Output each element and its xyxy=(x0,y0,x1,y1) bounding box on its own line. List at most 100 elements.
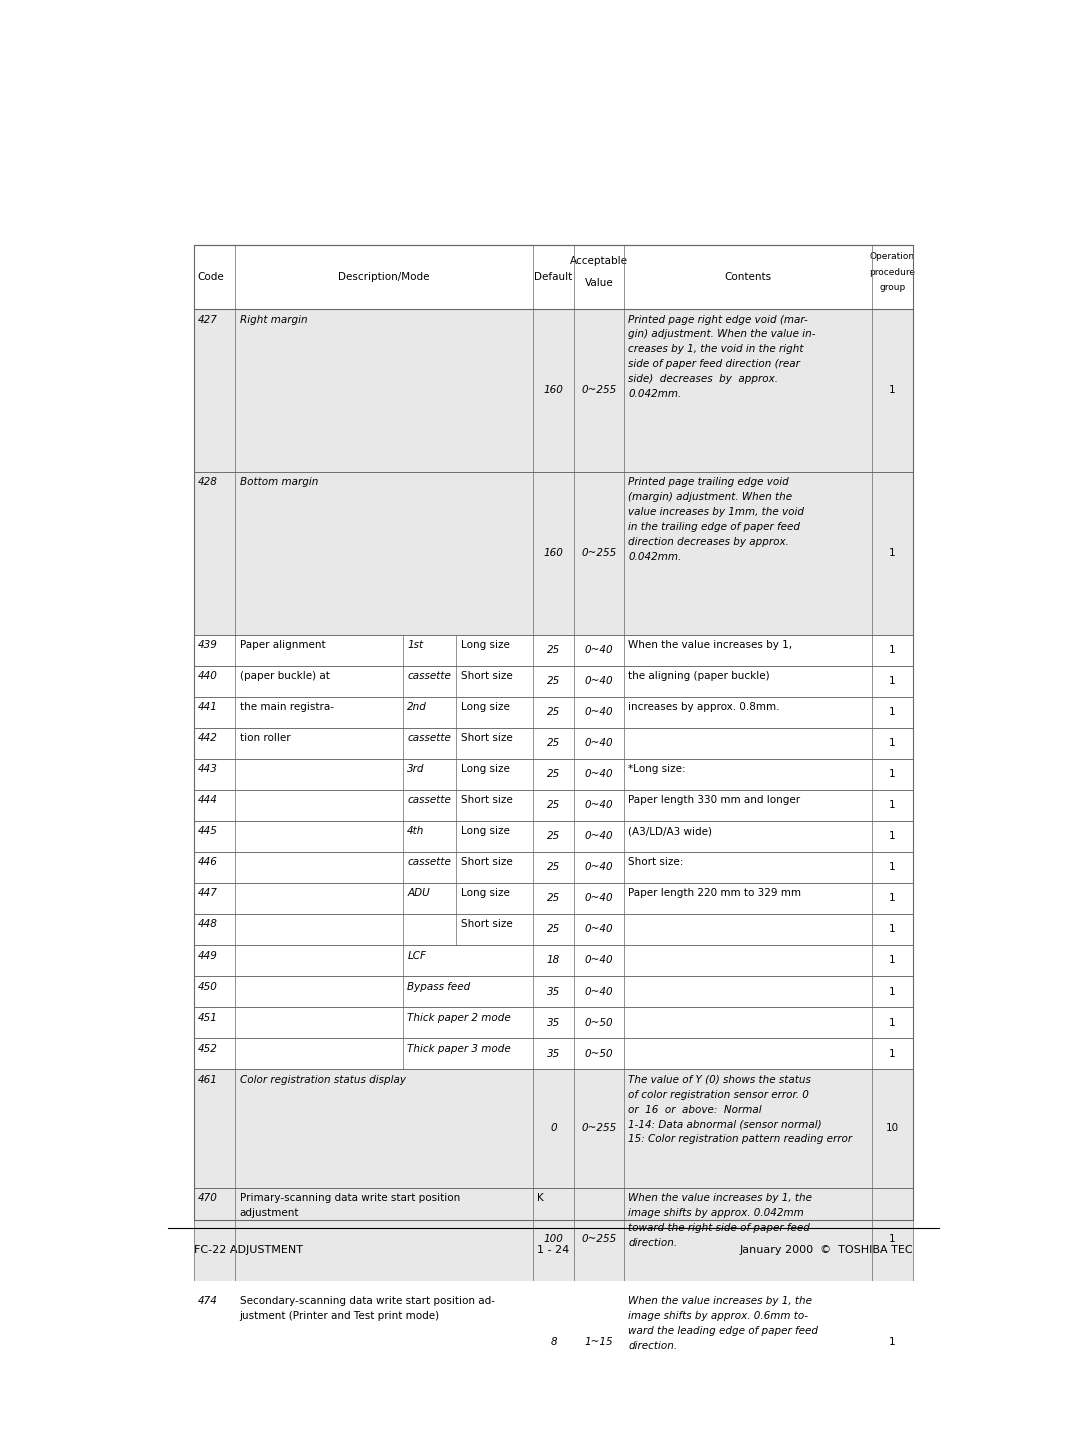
Text: (margin) adjustment. When the: (margin) adjustment. When the xyxy=(629,492,793,502)
Text: 15: Color registration pattern reading error: 15: Color registration pattern reading e… xyxy=(629,1134,852,1144)
Bar xyxy=(193,945,914,976)
Text: Short size: Short size xyxy=(460,858,512,868)
Text: 3rd: 3rd xyxy=(407,764,424,774)
Text: 443: 443 xyxy=(198,764,218,774)
Text: 1: 1 xyxy=(889,924,895,934)
Text: justment (Printer and Test print mode): justment (Printer and Test print mode) xyxy=(240,1311,440,1321)
Text: (paper buckle) at: (paper buckle) at xyxy=(240,672,329,681)
Text: Code: Code xyxy=(198,272,225,282)
Text: 448: 448 xyxy=(198,920,218,930)
Bar xyxy=(193,1069,914,1187)
Text: Thick paper 2 mode: Thick paper 2 mode xyxy=(407,1013,511,1023)
Text: 2nd: 2nd xyxy=(407,702,427,712)
Text: 1st: 1st xyxy=(407,640,423,650)
Bar xyxy=(193,1291,914,1394)
Text: 1 - 24: 1 - 24 xyxy=(538,1245,569,1255)
Text: 0~40: 0~40 xyxy=(585,800,613,810)
Text: FC-22 ADJUSTMENT: FC-22 ADJUSTMENT xyxy=(193,1245,302,1255)
Text: increases by approx. 0.8mm.: increases by approx. 0.8mm. xyxy=(629,702,780,712)
Bar xyxy=(193,728,914,758)
Text: side)  decreases  by  approx.: side) decreases by approx. xyxy=(629,374,779,384)
Bar xyxy=(193,884,914,914)
Text: 0~40: 0~40 xyxy=(585,770,613,780)
Text: Value: Value xyxy=(585,278,613,288)
Text: Printed page trailing edge void: Printed page trailing edge void xyxy=(629,478,788,488)
Text: 441: 441 xyxy=(198,702,218,712)
Text: 25: 25 xyxy=(546,894,561,904)
Bar xyxy=(193,635,914,666)
Text: ward the leading edge of paper feed: ward the leading edge of paper feed xyxy=(629,1327,819,1337)
Text: 1: 1 xyxy=(889,1017,895,1027)
Text: Paper length 330 mm and longer: Paper length 330 mm and longer xyxy=(629,796,800,806)
Text: 0~40: 0~40 xyxy=(585,676,613,686)
Text: Short size: Short size xyxy=(460,672,512,681)
Text: When the value increases by 1,: When the value increases by 1, xyxy=(629,640,793,650)
Text: 474: 474 xyxy=(198,1297,218,1307)
Text: Long size: Long size xyxy=(460,764,510,774)
Text: 1: 1 xyxy=(889,832,895,842)
Text: 1: 1 xyxy=(889,955,895,966)
Text: Printed page right edge void (mar-: Printed page right edge void (mar- xyxy=(629,315,808,325)
Text: 0~255: 0~255 xyxy=(581,386,617,396)
Text: Description/Mode: Description/Mode xyxy=(338,272,430,282)
Text: 1: 1 xyxy=(889,386,895,396)
Text: 1: 1 xyxy=(889,738,895,748)
Text: 0~40: 0~40 xyxy=(585,894,613,904)
Text: 0~40: 0~40 xyxy=(585,955,613,966)
Text: 0~255: 0~255 xyxy=(581,1124,617,1134)
Text: 440: 440 xyxy=(198,672,218,681)
Bar xyxy=(193,309,914,472)
Text: 25: 25 xyxy=(546,832,561,842)
Text: 0~40: 0~40 xyxy=(585,645,613,655)
Text: of color registration sensor error. 0: of color registration sensor error. 0 xyxy=(629,1089,809,1099)
Text: direction decreases by approx.: direction decreases by approx. xyxy=(629,537,789,547)
Bar xyxy=(193,790,914,820)
Bar xyxy=(193,820,914,852)
Text: 447: 447 xyxy=(198,888,218,898)
Bar xyxy=(193,758,914,790)
Text: Short size: Short size xyxy=(460,796,512,806)
Text: When the value increases by 1, the: When the value increases by 1, the xyxy=(629,1193,812,1203)
Text: 1-14: Data abnormal (sensor normal): 1-14: Data abnormal (sensor normal) xyxy=(629,1120,822,1130)
Text: Default: Default xyxy=(535,272,572,282)
Text: in the trailing edge of paper feed: in the trailing edge of paper feed xyxy=(629,522,800,532)
Text: 1: 1 xyxy=(889,708,895,717)
Text: cassette: cassette xyxy=(407,858,451,868)
Text: value increases by 1mm, the void: value increases by 1mm, the void xyxy=(629,508,805,517)
Text: *Long size:: *Long size: xyxy=(629,764,686,774)
Text: creases by 1, the void in the right: creases by 1, the void in the right xyxy=(629,344,804,354)
Text: 0~50: 0~50 xyxy=(585,1049,613,1059)
Bar xyxy=(193,472,914,635)
Text: 1: 1 xyxy=(889,800,895,810)
Bar xyxy=(193,852,914,884)
Text: 0.042mm.: 0.042mm. xyxy=(629,553,681,563)
Bar xyxy=(193,696,914,728)
Text: Long size: Long size xyxy=(460,826,510,836)
Text: Bottom margin: Bottom margin xyxy=(240,478,318,488)
Text: Secondary-scanning data write start position ad-: Secondary-scanning data write start posi… xyxy=(240,1297,495,1307)
Bar xyxy=(193,976,914,1007)
Text: Color registration status display: Color registration status display xyxy=(240,1075,406,1085)
Text: 446: 446 xyxy=(198,858,218,868)
Text: When the value increases by 1, the: When the value increases by 1, the xyxy=(629,1297,812,1307)
Text: 0: 0 xyxy=(550,1124,557,1134)
Text: Long size: Long size xyxy=(460,640,510,650)
Text: 25: 25 xyxy=(546,738,561,748)
Text: Short size:: Short size: xyxy=(629,858,684,868)
Text: Primary-scanning data write start position: Primary-scanning data write start positi… xyxy=(240,1193,460,1203)
Text: (A3/LD/A3 wide): (A3/LD/A3 wide) xyxy=(629,826,712,836)
Text: 35: 35 xyxy=(546,987,561,997)
Bar xyxy=(193,1187,914,1291)
Text: 160: 160 xyxy=(543,548,564,558)
Text: The value of Y (0) shows the status: The value of Y (0) shows the status xyxy=(629,1075,811,1085)
Text: 0~50: 0~50 xyxy=(585,1017,613,1027)
Text: 1: 1 xyxy=(889,862,895,872)
Text: Thick paper 3 mode: Thick paper 3 mode xyxy=(407,1043,511,1053)
Text: adjustment: adjustment xyxy=(240,1209,299,1219)
Text: 100: 100 xyxy=(543,1235,564,1245)
Bar xyxy=(193,914,914,945)
Text: 439: 439 xyxy=(198,640,218,650)
Text: Long size: Long size xyxy=(460,888,510,898)
Text: Acceptable: Acceptable xyxy=(570,256,629,266)
Text: 0.042mm.: 0.042mm. xyxy=(629,390,681,399)
